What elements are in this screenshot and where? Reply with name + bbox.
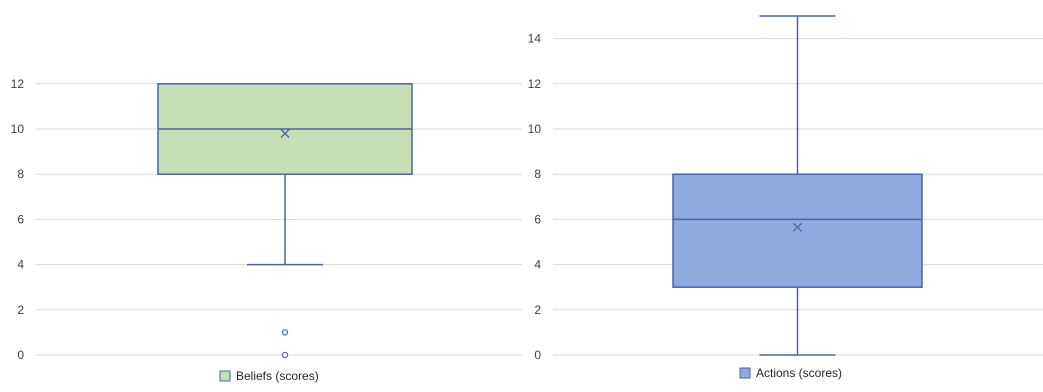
actions-box <box>672 173 923 288</box>
beliefs-legend-swatch <box>219 370 231 382</box>
beliefs-y-tick-label: 12 <box>11 77 25 91</box>
actions-y-tick-label: 10 <box>528 122 542 136</box>
actions-y-tick-label: 14 <box>528 32 542 46</box>
beliefs-y-tick-label: 6 <box>17 212 24 226</box>
actions-y-tick-label: 8 <box>534 167 541 181</box>
actions-box-plot: 0 2 4 6 8 10 12 14 Actions (scores) <box>528 15 1043 380</box>
actions-y-tick-label: 4 <box>534 258 541 272</box>
beliefs-y-tick-label: 8 <box>17 167 24 181</box>
beliefs-y-tick-label: 0 <box>17 348 24 362</box>
actions-legend-swatch <box>739 367 751 379</box>
beliefs-outlier-point <box>281 329 289 336</box>
actions-legend-label: Actions (scores) <box>756 366 842 380</box>
actions-y-tick-label: 6 <box>534 212 541 226</box>
beliefs-box-plot: 0 2 4 6 8 10 12 Beliefs (scores) <box>11 77 522 383</box>
beliefs-mean-marker <box>280 129 290 138</box>
beliefs-outlier-point <box>281 351 289 359</box>
beliefs-legend-label: Beliefs (scores) <box>236 369 319 383</box>
actions-y-tick-label: 12 <box>528 77 542 91</box>
actions-y-tick-label: 0 <box>534 348 541 362</box>
beliefs-y-tick-label: 4 <box>17 258 24 272</box>
beliefs-y-tick-label: 10 <box>11 122 25 136</box>
actions-y-tick-label: 2 <box>534 303 541 317</box>
beliefs-y-tick-label: 2 <box>17 303 24 317</box>
actions-mean-marker <box>793 222 802 232</box>
